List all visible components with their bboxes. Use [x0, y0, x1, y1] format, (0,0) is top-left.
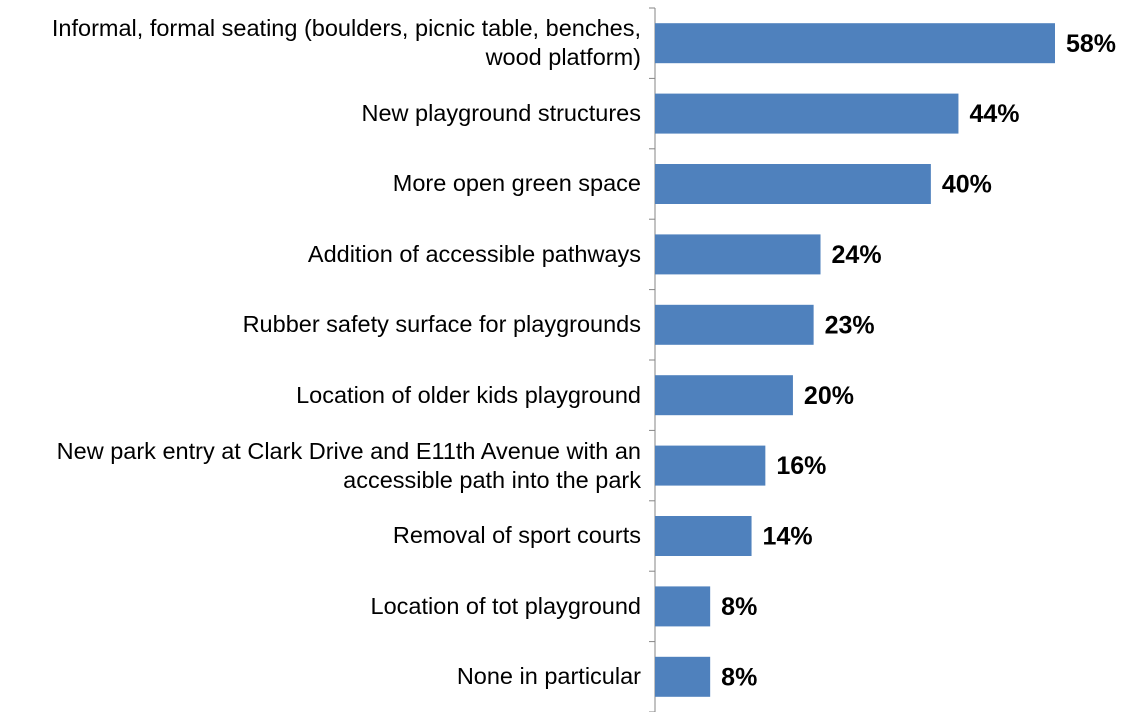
category-label: Rubber safety surface for playgrounds [0, 290, 641, 360]
category-text: Removal of sport courts [392, 522, 641, 549]
category-text: New park entry at Clark Drive and E11th … [56, 437, 641, 493]
value-label: 20% [804, 382, 854, 410]
value-label: 8% [721, 663, 757, 691]
category-label: None in particular [0, 642, 641, 712]
category-text: New playground structures [361, 100, 641, 127]
category-label: New park entry at Clark Drive and E11th … [0, 430, 641, 500]
category-text: Location of tot playground [370, 592, 641, 619]
bar [655, 304, 814, 345]
category-label: More open green space [0, 149, 641, 219]
value-label: 44% [969, 100, 1019, 128]
category-text: Addition of accessible pathways [307, 240, 641, 267]
bar [655, 516, 752, 556]
value-label: 8% [721, 593, 757, 621]
bar [655, 586, 711, 627]
category-label: Addition of accessible pathways [0, 219, 641, 289]
category-label: Informal, formal seating (boulders, picn… [0, 8, 641, 78]
value-label: 58% [1066, 30, 1116, 58]
category-text: Location of older kids playground [296, 381, 641, 408]
bar [655, 23, 1055, 64]
value-label: 40% [942, 171, 992, 199]
value-label: 23% [825, 311, 875, 339]
bar [655, 375, 793, 416]
bar [655, 93, 959, 134]
category-label: Location of tot playground [0, 571, 641, 641]
category-text: Informal, formal seating (boulders, picn… [51, 15, 641, 71]
value-label: 24% [832, 241, 882, 269]
category-label: Location of older kids playground [0, 360, 641, 430]
category-text: None in particular [456, 663, 641, 690]
category-label: New playground structures [0, 78, 641, 148]
bar [655, 445, 766, 486]
category-text: Rubber safety surface for playgrounds [242, 311, 641, 338]
category-text: More open green space [392, 170, 641, 197]
bar [655, 164, 931, 204]
category-label: Removal of sport courts [0, 501, 641, 571]
bar [655, 234, 821, 275]
value-label: 16% [776, 452, 826, 480]
bar [655, 656, 711, 697]
value-label: 14% [763, 523, 813, 551]
